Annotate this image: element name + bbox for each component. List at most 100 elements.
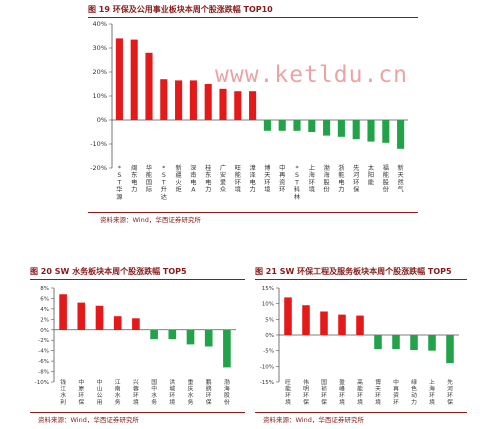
x-tick-label: 广安爱众 (220, 164, 226, 194)
source-rule (255, 412, 467, 413)
y-tick-label: -2% (38, 338, 49, 344)
x-tick-label: 伟明环保 (303, 378, 309, 406)
y-tick-label: -5% (263, 349, 274, 355)
y-tick-label: -10% (260, 364, 274, 370)
x-tick-label: 重庆水务 (188, 378, 194, 406)
x-tick-label: 盈峰环境 (339, 379, 345, 406)
x-tick-label: 国祯环保 (321, 379, 327, 406)
y-tick-label: -6% (38, 359, 49, 365)
bar-chart-top: -20% -10% 0% 10% 20% 30% 40% * S T 华源 闽东电力 华能国际 * S T 升达… (90, 20, 408, 201)
x-tick-label: 鹏鹞环保 (206, 378, 212, 406)
y-tick-label: 30% (93, 44, 107, 52)
x-tick-label: 旺能环境 (235, 165, 241, 194)
bar (130, 39, 138, 120)
x-tick-label: 中山公用 (97, 378, 103, 406)
y-tick-label: -20% (90, 164, 107, 172)
bar (284, 297, 292, 335)
x-tick-label: 新疆火炬 (176, 164, 182, 194)
x-tick-label: * S T 华源 (116, 165, 122, 201)
x-tick-label: 漳泽电力 (250, 164, 256, 194)
bar (189, 80, 197, 120)
bar (175, 80, 183, 120)
y-tick-label: 15% (262, 286, 274, 292)
chart-panel-top: 图 19 环保及公用事业板块本周个股涨跌幅 TOP10 -20% -10% 0% 10… (88, 4, 418, 226)
x-tick-label: 太阳能 (368, 164, 374, 186)
y-tick-label: 10% (93, 92, 107, 100)
source-rule (30, 412, 245, 413)
bar (367, 120, 375, 142)
x-tick-label: 华能国际 (146, 164, 152, 194)
title-rule (255, 279, 467, 280)
bar (382, 120, 390, 143)
x-tick-label: 绿色动力 (411, 378, 417, 406)
x-tick-label: 高能环境 (357, 378, 363, 406)
watermark: www.ketldu.cn (215, 62, 409, 88)
y-tick-label: -4% (38, 349, 49, 355)
bar (249, 91, 257, 120)
bar (132, 318, 140, 330)
x-tick-label: 兴蓉环境 (133, 378, 139, 406)
x-tick-label: 上海环境 (429, 378, 435, 406)
x-tick-label: 闽东电力 (131, 164, 137, 194)
y-tick-label: 40% (93, 20, 107, 28)
x-tick-label: 博天环境 (375, 378, 381, 406)
bar (223, 329, 231, 368)
bar (428, 335, 436, 351)
bar (374, 335, 382, 350)
y-tick-label: 2% (40, 317, 49, 323)
bar (59, 294, 67, 330)
bar (115, 38, 123, 120)
bar (219, 88, 227, 120)
x-tick-label: 中再资环 (393, 378, 399, 406)
bar (263, 120, 271, 131)
bar (186, 329, 195, 345)
bar (302, 305, 310, 335)
x-tick-label: 上海环境 (309, 164, 315, 194)
x-tick-label: 江南水务 (115, 379, 121, 406)
bar (145, 52, 153, 120)
x-tick-label: 中原环保 (78, 378, 84, 406)
bar (204, 329, 213, 347)
bar (323, 120, 331, 136)
x-tick-label: 洪城环境 (169, 378, 175, 406)
bar (204, 84, 212, 120)
chart-title: 图 21 SW 环保工程及服务板块本周个股涨跌幅 TOP5 (255, 267, 452, 276)
bar (410, 335, 418, 351)
x-tick-label: 先河环保 (353, 164, 360, 194)
bar (160, 79, 168, 120)
bar-chart-bottom-right: -15% -10% -5% 0% 5% 10% 15% 旺能环境 伟明环保 国祯环保 盈峰环境 高能环… (260, 286, 459, 406)
y-tick-label: 10% (262, 302, 274, 308)
chart-source: 资料来源：Wind，华西证券研究所 (100, 216, 201, 224)
title-rule (30, 279, 245, 280)
y-tick-label: 5% (265, 317, 274, 323)
bar (338, 314, 346, 335)
y-tick-label: -10% (35, 380, 49, 386)
y-tick-label: -15% (260, 380, 274, 386)
y-tick-label: 0% (40, 328, 49, 334)
bar (293, 120, 301, 131)
x-tick-label: 博天环境 (264, 164, 270, 194)
bar (168, 329, 177, 340)
x-tick-label: * S T 升达 (161, 165, 167, 201)
x-tick-label: 国中水务 (151, 379, 157, 406)
bar (356, 315, 364, 335)
x-tick-label: 渤海股份 (324, 164, 331, 194)
x-tick-label: 新天然气 (398, 164, 404, 194)
y-tick-label: -8% (38, 370, 49, 376)
y-tick-label: 6% (40, 296, 49, 302)
x-tick-label: 钱江水利 (60, 378, 66, 406)
chart-panel-bottom-right: 图 21 SW 环保工程及服务板块本周个股涨跌幅 TOP5 -15% -10% -5… (255, 266, 467, 426)
bar-chart-bottom-left: -10% -8% -6% -4% -2% 0% 2% 4% 6% 8% 钱江水利 中原环保 中山公用 江南… (35, 286, 236, 406)
bar (392, 335, 400, 350)
x-tick-label: 桂东电力 (205, 164, 211, 194)
bar (234, 91, 242, 120)
x-tick-label: 先河环保 (447, 378, 453, 406)
x-tick-label: * S T 科林 (294, 165, 300, 201)
bar (113, 316, 122, 330)
bar (278, 120, 286, 131)
x-tick-label: 福能股份 (383, 164, 390, 194)
source-rule (88, 212, 418, 213)
x-tick-label: 渤海股份 (224, 378, 230, 406)
bar (446, 335, 454, 364)
bar (77, 302, 86, 330)
